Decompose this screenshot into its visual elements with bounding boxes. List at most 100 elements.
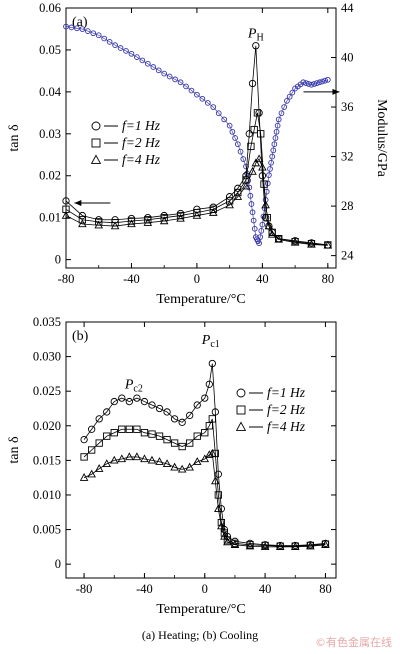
modulus-point: [258, 228, 265, 234]
modulus-point: [305, 81, 312, 87]
modulus-point: [194, 91, 200, 98]
modulus-point: [183, 83, 189, 90]
modulus-point: [79, 26, 86, 32]
modulus-point: [319, 78, 326, 85]
y-tick-label: 0.06: [39, 1, 61, 15]
modulus-point: [256, 240, 262, 247]
data-point-square: [178, 442, 186, 451]
data-point-square: [205, 422, 213, 430]
modulus-point: [249, 209, 256, 216]
x-tick-label: 80: [319, 582, 332, 596]
data-point-circle: [163, 408, 171, 416]
data-point-square: [125, 425, 134, 433]
y-tick-label: 0.030: [33, 350, 61, 364]
data-point-circle: [155, 404, 164, 413]
data-point-square: [118, 425, 126, 433]
data-point-circle: [252, 42, 260, 50]
modulus-point: [123, 48, 129, 54]
panel-b-cooling: -80 -40 0 40 80 0 0.005 0.010 0.015 0.020 0.025 0.0…: [7, 315, 337, 617]
modulus-point: [303, 80, 309, 86]
x-axis-title: Temperature/°C: [156, 602, 245, 617]
data-point-triangle: [147, 455, 157, 464]
data-point-square: [186, 439, 194, 447]
y2-tick-label: 40: [341, 51, 354, 65]
data-point-circle: [193, 401, 201, 409]
modulus-point: [74, 25, 80, 32]
y-tick-label: 0: [55, 557, 61, 571]
modulus-point: [264, 180, 271, 187]
modulus-point: [322, 77, 328, 84]
data-point-square: [223, 536, 232, 544]
data-point-square: [250, 125, 258, 134]
watermark: ©有色金属在线: [315, 636, 392, 649]
legend-label: f=4 Hz: [267, 419, 306, 434]
data-point-triangle: [94, 220, 104, 229]
modulus-point: [250, 217, 257, 224]
data-point-triangle: [306, 541, 315, 550]
data-point-triangle: [245, 541, 255, 550]
y-tick-label: 0.04: [39, 85, 62, 99]
modulus-point: [266, 172, 272, 178]
data-point-triangle: [140, 454, 149, 463]
data-point-circle: [103, 408, 111, 416]
data-point-triangle: [241, 181, 251, 190]
x-tick-label: 40: [259, 582, 272, 596]
data-point-square: [170, 439, 179, 447]
y2-tick-label: 28: [341, 199, 354, 213]
modulus-point: [161, 70, 168, 77]
data-point-circle: [201, 394, 209, 402]
modulus-point: [311, 81, 318, 87]
modulus-point: [237, 148, 244, 155]
data-point-square: [148, 430, 156, 438]
modulus-point: [210, 104, 217, 110]
y-tick-label: 0.02: [39, 169, 61, 183]
modulus-point: [106, 38, 113, 45]
data-point-triangle: [192, 210, 202, 219]
panel-label: (b): [72, 329, 89, 344]
data-point-circle: [118, 394, 126, 402]
data-point-circle: [205, 380, 213, 388]
data-point-circle: [133, 394, 141, 402]
data-point-triangle: [87, 469, 96, 478]
data-point-circle: [245, 130, 253, 138]
data-point-triangle: [258, 162, 267, 171]
data-point-triangle: [208, 448, 217, 457]
data-point-triangle: [79, 473, 89, 481]
modulus-point: [274, 122, 281, 129]
legend-marker-triangle: [235, 421, 247, 431]
modulus-point: [101, 35, 108, 42]
modulus-point: [275, 116, 282, 123]
modulus-point: [300, 79, 307, 86]
modulus-point: [134, 54, 140, 60]
data-point-triangle: [185, 462, 194, 471]
x-tick-label: 0: [202, 582, 208, 596]
legend-label: f=2 Hz: [267, 402, 306, 417]
modulus-point: [248, 201, 255, 207]
data-point-triangle: [225, 200, 234, 209]
modulus-point: [308, 81, 315, 88]
peak-label-main: P: [124, 377, 134, 392]
modulus-point: [95, 32, 102, 39]
data-point-circle: [125, 397, 134, 406]
y-tick-label: 0.01: [39, 211, 61, 225]
data-point-triangle: [264, 221, 274, 230]
modulus-point: [289, 89, 296, 96]
data-point-square: [87, 446, 96, 454]
modulus-point: [144, 60, 151, 67]
data-point-triangle: [192, 457, 202, 465]
modulus-point: [257, 234, 264, 240]
data-point-square: [78, 216, 87, 224]
modulus-point: [172, 76, 178, 83]
data-point-square: [155, 432, 164, 440]
legend-marker-triangle: [90, 154, 102, 164]
data-point-triangle: [200, 454, 210, 463]
data-point-circle: [248, 79, 257, 88]
y-tick-label: 0.025: [33, 384, 61, 398]
modulus-point: [324, 76, 331, 83]
data-point-triangle: [275, 542, 285, 551]
y-axis-title: tan δ: [7, 436, 22, 464]
data-point-triangle: [208, 208, 218, 216]
data-point-square: [193, 432, 201, 440]
modulus-point: [259, 221, 266, 228]
